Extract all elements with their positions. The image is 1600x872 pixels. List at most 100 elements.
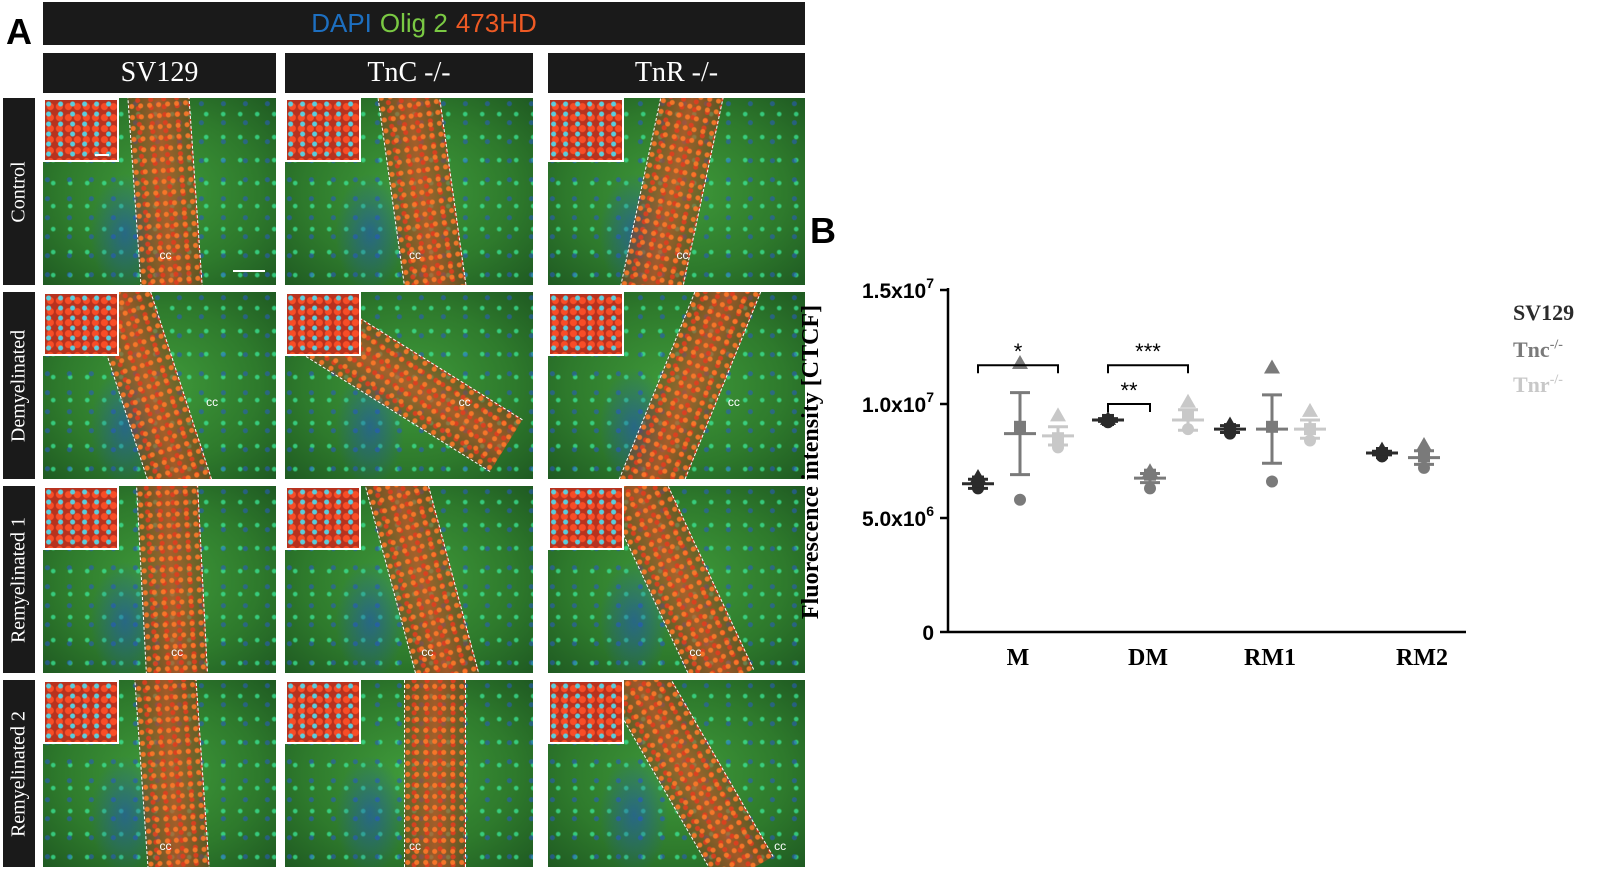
- micrograph-remyelinated-1-tnc: cc: [285, 486, 533, 673]
- significance-bracket: [1107, 364, 1189, 374]
- inset-scale-bar: [95, 154, 109, 156]
- y-tick-label: 5.0x106: [862, 503, 934, 531]
- data-point: [972, 482, 984, 495]
- data-point: [1266, 475, 1278, 488]
- cc-label: cc: [159, 247, 172, 262]
- row-header-control: Control: [3, 98, 35, 285]
- data-point: [1304, 434, 1316, 447]
- magnified-inset: [285, 98, 361, 162]
- data-point: [1102, 413, 1114, 426]
- significance-bracket: [1107, 403, 1151, 412]
- data-point: [1102, 416, 1114, 429]
- data-point: [1224, 427, 1236, 440]
- legend-sv129-label: SV129: [1513, 300, 1575, 325]
- row-header-control-label: Control: [7, 160, 30, 223]
- micrograph-remyelinated-1-sv129: cc: [43, 486, 276, 673]
- x-tick-label: RM1: [1244, 645, 1296, 671]
- micrograph-demyelinated-sv129: cc: [43, 292, 276, 479]
- dapi-cluster: [334, 754, 405, 867]
- row-header-remyelinated-1-label: Remyelinated 1: [7, 516, 30, 643]
- micrograph-remyelinated-1-tnr: cc: [548, 486, 805, 673]
- stain-label-473hd: 473HD: [455, 8, 537, 38]
- row-header-demyelinated: Demyelinated: [3, 292, 35, 479]
- significance-bracket: [977, 364, 1059, 374]
- y-tick-label: 0: [922, 622, 934, 645]
- x-tick-label: RM2: [1396, 645, 1448, 671]
- stain-label-olig2: Olig 2: [379, 8, 448, 38]
- data-point: [972, 475, 984, 488]
- cc-label: cc: [458, 394, 471, 409]
- micrograph-demyelinated-tnc: cc: [285, 292, 533, 479]
- data-point: [1012, 354, 1028, 369]
- magnified-inset: [43, 98, 119, 162]
- significance-label: ***: [1135, 339, 1161, 364]
- row-header-remyelinated-2: Remyelinated 2: [3, 680, 35, 867]
- data-point: [1050, 407, 1066, 422]
- cc-label: cc: [171, 644, 184, 659]
- magnified-inset: [548, 680, 624, 744]
- legend-tnr-label: Tnr: [1513, 372, 1550, 397]
- magnified-inset: [285, 486, 361, 550]
- micrograph-control-sv129: cc: [43, 98, 276, 285]
- data-point: [1304, 423, 1316, 436]
- data-point: [1222, 416, 1238, 431]
- magnified-inset: [43, 292, 119, 356]
- significance-label: *: [1014, 339, 1023, 364]
- corpus-callosum-band: [133, 680, 211, 867]
- data-point: [1374, 441, 1390, 456]
- data-point: [1100, 410, 1116, 425]
- row-header-demyelinated-label: Demyelinated: [7, 329, 30, 442]
- magnified-inset: [548, 486, 624, 550]
- data-point: [1052, 441, 1064, 454]
- data-point: [1052, 432, 1064, 445]
- data-point: [1302, 402, 1318, 417]
- cc-label: cc: [774, 838, 787, 853]
- data-point: [1144, 482, 1156, 495]
- micrograph-control-tnc: cc: [285, 98, 533, 285]
- legend-tnr-sup: -/-: [1549, 372, 1563, 388]
- column-header-tnr: TnR -/-: [548, 53, 805, 93]
- y-tick-label: 1.0x107: [862, 389, 934, 417]
- data-point: [1014, 420, 1026, 433]
- stain-label-dapi: DAPI: [311, 8, 372, 38]
- column-header-tnc: TnC -/-: [285, 53, 533, 93]
- micrograph-remyelinated-2-sv129: cc: [43, 680, 276, 867]
- significance-label: **: [1120, 378, 1138, 403]
- panel-a-letter: A: [6, 11, 32, 52]
- cc-label: cc: [727, 394, 740, 409]
- legend-sv129: SV129: [1513, 300, 1574, 326]
- data-point: [1416, 437, 1432, 452]
- scale-bar: [233, 270, 265, 272]
- y-tick-label: 1.5x107: [862, 275, 934, 303]
- data-point: [1180, 393, 1196, 408]
- data-point: [1182, 409, 1194, 422]
- data-point: [1376, 450, 1388, 463]
- stain-legend-bar: DAPI Olig 2 473HD: [43, 2, 805, 45]
- data-point: [1266, 420, 1278, 433]
- magnified-inset: [43, 680, 119, 744]
- data-point: [1142, 463, 1158, 478]
- data-point: [970, 468, 986, 483]
- cc-label: cc: [159, 838, 172, 853]
- cc-label: cc: [206, 394, 219, 409]
- legend-tnc: Tnc-/-: [1513, 337, 1563, 363]
- micrograph-control-tnr: cc: [548, 98, 805, 285]
- legend-tnc-label: Tnc: [1513, 337, 1550, 362]
- legend-tnr: Tnr-/-: [1513, 372, 1563, 398]
- column-header-sv129: SV129: [43, 53, 276, 93]
- row-header-remyelinated-1: Remyelinated 1: [3, 486, 35, 673]
- cc-label: cc: [689, 644, 702, 659]
- legend-tnc-sup: -/-: [1549, 337, 1563, 353]
- data-point: [1014, 493, 1026, 506]
- micrograph-remyelinated-2-tnc: cc: [285, 680, 533, 867]
- magnified-inset: [285, 292, 361, 356]
- magnified-inset: [548, 292, 624, 356]
- x-tick-label: DM: [1128, 645, 1168, 671]
- data-point: [1418, 461, 1430, 474]
- data-point: [1144, 468, 1156, 481]
- row-header-remyelinated-2-label: Remyelinated 2: [7, 710, 30, 837]
- data-point: [1264, 359, 1280, 374]
- magnified-inset: [285, 680, 361, 744]
- micrograph-remyelinated-2-tnr: cc: [548, 680, 805, 867]
- corpus-callosum-band: [403, 680, 466, 867]
